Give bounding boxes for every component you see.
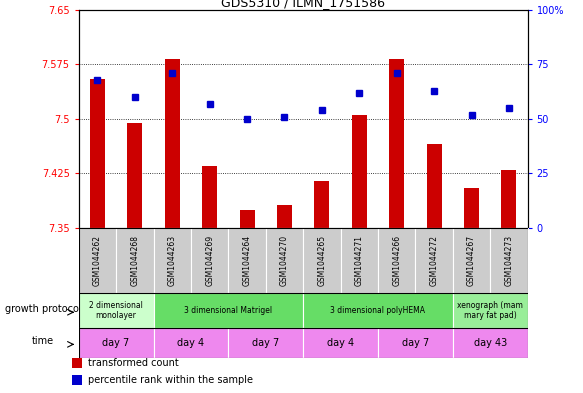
Bar	[464, 188, 479, 228]
Bar	[453, 328, 528, 358]
Bar	[378, 328, 453, 358]
Bar	[314, 181, 329, 228]
Bar	[72, 358, 82, 368]
Bar	[116, 228, 153, 293]
Text: day 4: day 4	[177, 338, 205, 348]
Bar	[202, 166, 217, 228]
Text: 3 dimensional Matrigel: 3 dimensional Matrigel	[184, 306, 272, 315]
Bar	[240, 210, 255, 228]
Bar	[490, 228, 528, 293]
Text: transformed count: transformed count	[88, 358, 178, 368]
Text: day 43: day 43	[473, 338, 507, 348]
Bar	[79, 293, 153, 328]
Text: 2 dimensional
monolayer: 2 dimensional monolayer	[89, 301, 143, 320]
Title: GDS5310 / ILMN_1751586: GDS5310 / ILMN_1751586	[221, 0, 385, 9]
Text: day 4: day 4	[327, 338, 354, 348]
Bar	[229, 328, 303, 358]
Text: GSM1044272: GSM1044272	[430, 235, 438, 286]
Bar	[501, 170, 517, 228]
Bar	[165, 59, 180, 228]
Text: growth protocol: growth protocol	[5, 304, 82, 314]
Bar	[79, 228, 116, 293]
Text: day 7: day 7	[103, 338, 130, 348]
Bar	[303, 228, 340, 293]
Text: GSM1044270: GSM1044270	[280, 235, 289, 286]
Bar	[389, 59, 404, 228]
Text: GSM1044273: GSM1044273	[504, 235, 514, 286]
Bar	[415, 228, 453, 293]
Text: GSM1044267: GSM1044267	[467, 235, 476, 286]
Text: GSM1044266: GSM1044266	[392, 235, 401, 286]
Text: day 7: day 7	[402, 338, 429, 348]
Bar	[79, 328, 153, 358]
Bar	[303, 328, 378, 358]
Bar	[229, 228, 266, 293]
Bar	[453, 293, 528, 328]
Bar	[153, 293, 303, 328]
Bar	[153, 228, 191, 293]
Text: GSM1044268: GSM1044268	[131, 235, 139, 286]
Bar	[352, 115, 367, 228]
Text: GSM1044263: GSM1044263	[168, 235, 177, 286]
Bar	[90, 79, 105, 228]
Bar	[191, 228, 229, 293]
Text: 3 dimensional polyHEMA: 3 dimensional polyHEMA	[331, 306, 426, 315]
Bar	[153, 328, 229, 358]
Bar	[72, 375, 82, 385]
Text: time: time	[32, 336, 54, 346]
Bar	[453, 228, 490, 293]
Text: GSM1044271: GSM1044271	[355, 235, 364, 286]
Bar	[277, 205, 292, 228]
Text: GSM1044269: GSM1044269	[205, 235, 214, 286]
Bar	[266, 228, 303, 293]
Text: percentile rank within the sample: percentile rank within the sample	[88, 375, 253, 385]
Text: day 7: day 7	[252, 338, 279, 348]
Text: GSM1044264: GSM1044264	[243, 235, 251, 286]
Bar	[127, 123, 142, 228]
Text: GSM1044265: GSM1044265	[317, 235, 326, 286]
Text: xenograph (mam
mary fat pad): xenograph (mam mary fat pad)	[457, 301, 523, 320]
Text: GSM1044262: GSM1044262	[93, 235, 102, 286]
Bar	[378, 228, 415, 293]
Bar	[427, 144, 441, 228]
Bar	[303, 293, 453, 328]
Bar	[340, 228, 378, 293]
